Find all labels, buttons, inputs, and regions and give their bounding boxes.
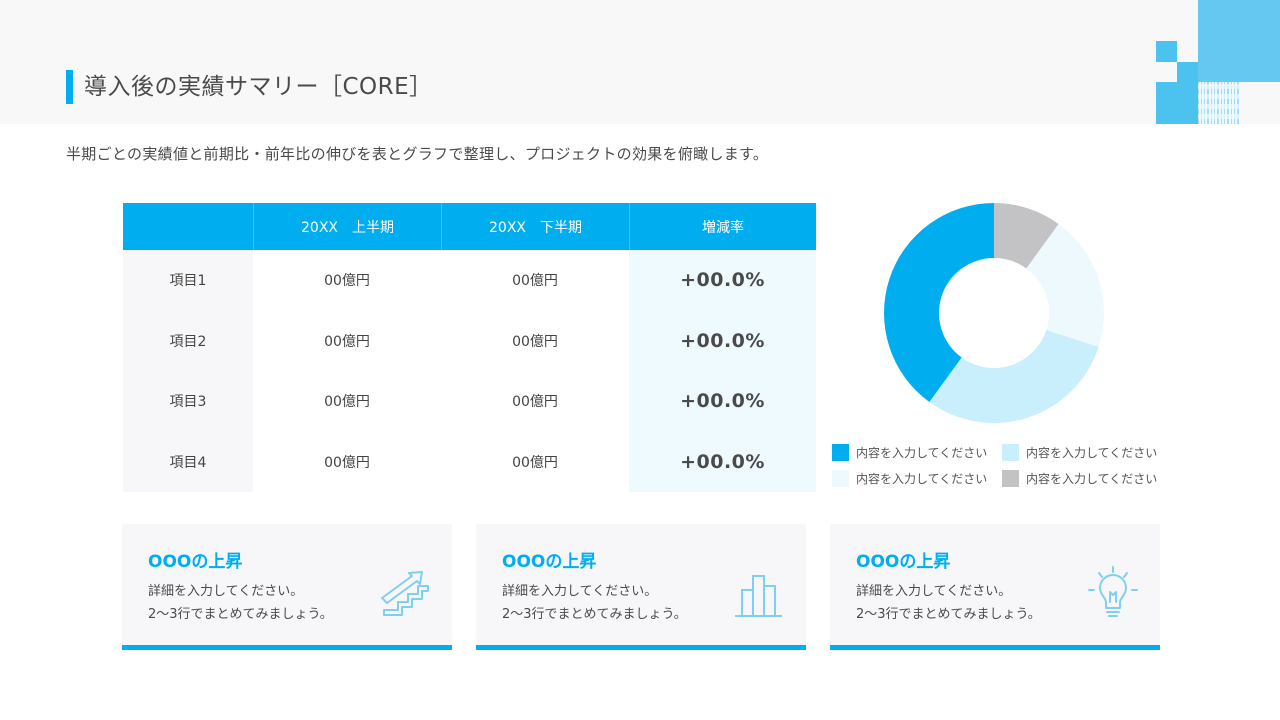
donut-chart [883,202,1105,424]
table-row: 項目2 00億円 00億円 +00.0% [123,310,816,371]
legend-item: 内容を入力してください [832,444,1002,461]
summary-table: 20XX 上半期 20XX 下半期 増減率 項目1 00億円 00億円 +00.… [123,203,816,492]
lightbulb-icon [1088,566,1138,617]
second-half-value: 00億円 [441,371,629,432]
change-rate: +00.0% [629,431,816,492]
second-half-value: 00億円 [441,310,629,371]
decorative-square [1198,0,1280,82]
table-row: 項目3 00億円 00億円 +00.0% [123,371,816,432]
legend-item: 内容を入力してください [1002,444,1172,461]
table-header-cell [123,203,253,250]
decorative-square [1177,62,1198,83]
legend-swatch [1002,470,1019,487]
table-header-cell: 20XX 下半期 [441,203,629,250]
chart-legend: 内容を入力してください 内容を入力してください 内容を入力してください 内容を入… [832,444,1172,487]
highlight-card: OOOの上昇 詳細を入力してください。 2〜3行でまとめてみましょう。 [122,524,452,650]
legend-label: 内容を入力してください [856,446,988,460]
page-subtitle: 半期ごとの実績値と前期比・前年比の伸びを表とグラフで整理し、プロジェクトの効果を… [66,145,769,163]
table-row: 項目1 00億円 00億円 +00.0% [123,250,816,311]
table-row: 項目4 00億円 00億円 +00.0% [123,431,816,492]
row-label: 項目3 [123,371,253,432]
highlight-card: OOOの上昇 詳細を入力してください。 2〜3行でまとめてみましょう。 [830,524,1160,650]
change-rate: +00.0% [629,310,816,371]
page-title: 導入後の実績サマリー［CORE］ [84,74,433,100]
table-header-cell: 20XX 上半期 [253,203,441,250]
stairs-arrow-icon [381,571,429,616]
card-body: 詳細を入力してください。 2〜3行でまとめてみましょう。 [148,580,333,626]
card-body-line: 詳細を入力してください。 [148,584,304,599]
card-body: 詳細を入力してください。 2〜3行でまとめてみましょう。 [856,580,1041,626]
card-body-line: 詳細を入力してください。 [856,584,1012,599]
row-label: 項目4 [123,431,253,492]
donut-chart-svg [884,203,1104,423]
card-body: 詳細を入力してください。 2〜3行でまとめてみましょう。 [502,580,687,626]
header-band [0,0,1280,124]
card-body-line: 詳細を入力してください。 [502,584,658,599]
decorative-square [1156,41,1177,62]
card-title: OOOの上昇 [856,552,951,572]
second-half-value: 00億円 [441,431,629,492]
change-rate: +00.0% [629,371,816,432]
card-body-line: 2〜3行でまとめてみましょう。 [856,607,1041,622]
legend-swatch [832,470,849,487]
second-half-value: 00億円 [441,250,629,311]
legend-label: 内容を入力してください [856,472,988,486]
donut-slice [929,329,1099,423]
first-half-value: 00億円 [253,310,441,371]
first-half-value: 00億円 [253,250,441,311]
first-half-value: 00億円 [253,371,441,432]
highlight-card: OOOの上昇 詳細を入力してください。 2〜3行でまとめてみましょう。 [476,524,806,650]
legend-swatch [1002,444,1019,461]
legend-label: 内容を入力してください [1026,472,1158,486]
legend-item: 内容を入力してください [832,470,1002,487]
card-body-line: 2〜3行でまとめてみましょう。 [148,607,333,622]
title-accent-bar [66,70,73,104]
change-rate: +00.0% [629,250,816,311]
decorative-pattern [1198,82,1239,124]
first-half-value: 00億円 [253,431,441,492]
donut-slice [884,203,994,402]
legend-label: 内容を入力してください [1026,446,1158,460]
card-title: OOOの上昇 [502,552,597,572]
legend-item: 内容を入力してください [1002,470,1172,487]
card-title: OOOの上昇 [148,552,243,572]
legend-swatch [832,444,849,461]
table-header-row: 20XX 上半期 20XX 下半期 増減率 [123,203,816,250]
table-header-cell: 増減率 [629,203,816,250]
row-label: 項目2 [123,310,253,371]
donut-slice [1026,224,1104,347]
card-body-line: 2〜3行でまとめてみましょう。 [502,607,687,622]
row-label: 項目1 [123,250,253,311]
decorative-square [1156,82,1198,124]
donut-slice [994,203,1059,269]
bar-chart-icon [735,575,782,617]
